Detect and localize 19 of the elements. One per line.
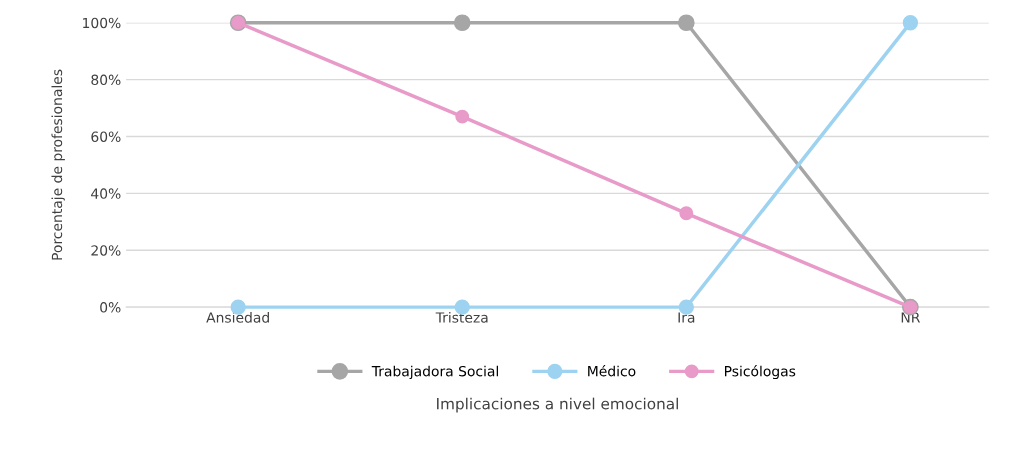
y-tick-label: 20% [91, 245, 121, 256]
y-tick-label: 80% [91, 74, 121, 86]
point [677, 14, 695, 32]
y-tick-label: 0% [100, 302, 121, 313]
x-tick-label: Ira [678, 312, 695, 323]
x-tick-label: Ansiedad [206, 311, 269, 323]
x-axis-title: Implicaciones a nivel emocional [437, 397, 678, 413]
legend-label: Trabajadora Social [371, 365, 498, 380]
point [455, 109, 470, 124]
point [679, 206, 694, 221]
point [453, 14, 471, 32]
legend-label: Médico [588, 365, 636, 377]
point [902, 15, 919, 31]
y-tick-label: 100% [83, 17, 121, 29]
legend-label: Psicólogas [725, 365, 796, 380]
y-axis-title: Porcentaje de profesionales [51, 69, 65, 260]
x-tick-label: Tristeza [435, 311, 488, 323]
y-tick-label: 40% [91, 188, 121, 199]
y-tick-label: 60% [91, 131, 121, 142]
